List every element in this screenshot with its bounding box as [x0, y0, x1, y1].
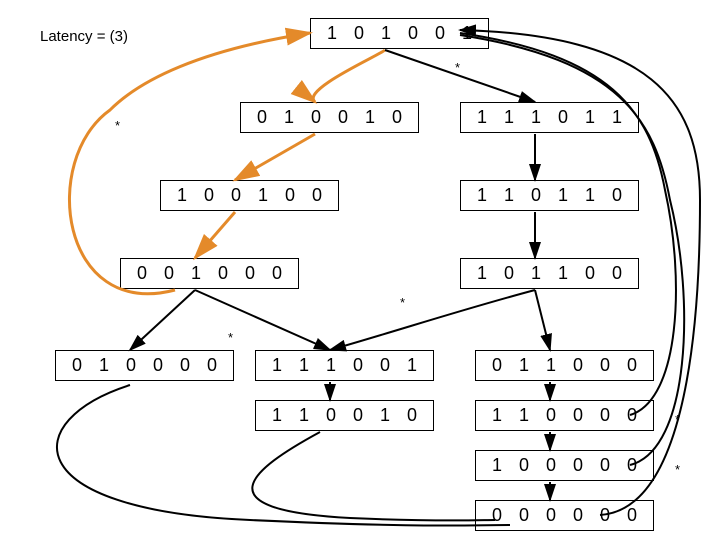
node-001000: 0 0 1 0 0 0 [120, 258, 299, 289]
node-000000: 0 0 0 0 0 0 [475, 500, 654, 531]
star-icon: * [675, 412, 680, 427]
node-110010: 1 1 0 0 1 0 [255, 400, 434, 431]
star-icon: * [115, 118, 120, 133]
node-010010: 0 1 0 0 1 0 [240, 102, 419, 133]
star-icon: * [400, 295, 405, 310]
node-010000: 0 1 0 0 0 0 [55, 350, 234, 381]
star-icon: * [675, 462, 680, 477]
latency-label: Latency = (3) [40, 28, 128, 45]
node-100000: 1 0 0 0 0 0 [475, 450, 654, 481]
node-101001: 1 0 1 0 0 1 [310, 18, 489, 49]
node-111011: 1 1 1 0 1 1 [460, 102, 639, 133]
diagram-canvas: Latency = (3) 1 0 1 0 0 1 0 1 0 0 1 0 1 … [0, 0, 720, 540]
node-101100: 1 0 1 1 0 0 [460, 258, 639, 289]
node-110000: 1 1 0 0 0 0 [475, 400, 654, 431]
star-icon: * [455, 60, 460, 75]
node-111001: 1 1 1 0 0 1 [255, 350, 434, 381]
node-100100: 1 0 0 1 0 0 [160, 180, 339, 211]
node-110110: 1 1 0 1 1 0 [460, 180, 639, 211]
star-icon: * [228, 330, 233, 345]
node-011000: 0 1 1 0 0 0 [475, 350, 654, 381]
